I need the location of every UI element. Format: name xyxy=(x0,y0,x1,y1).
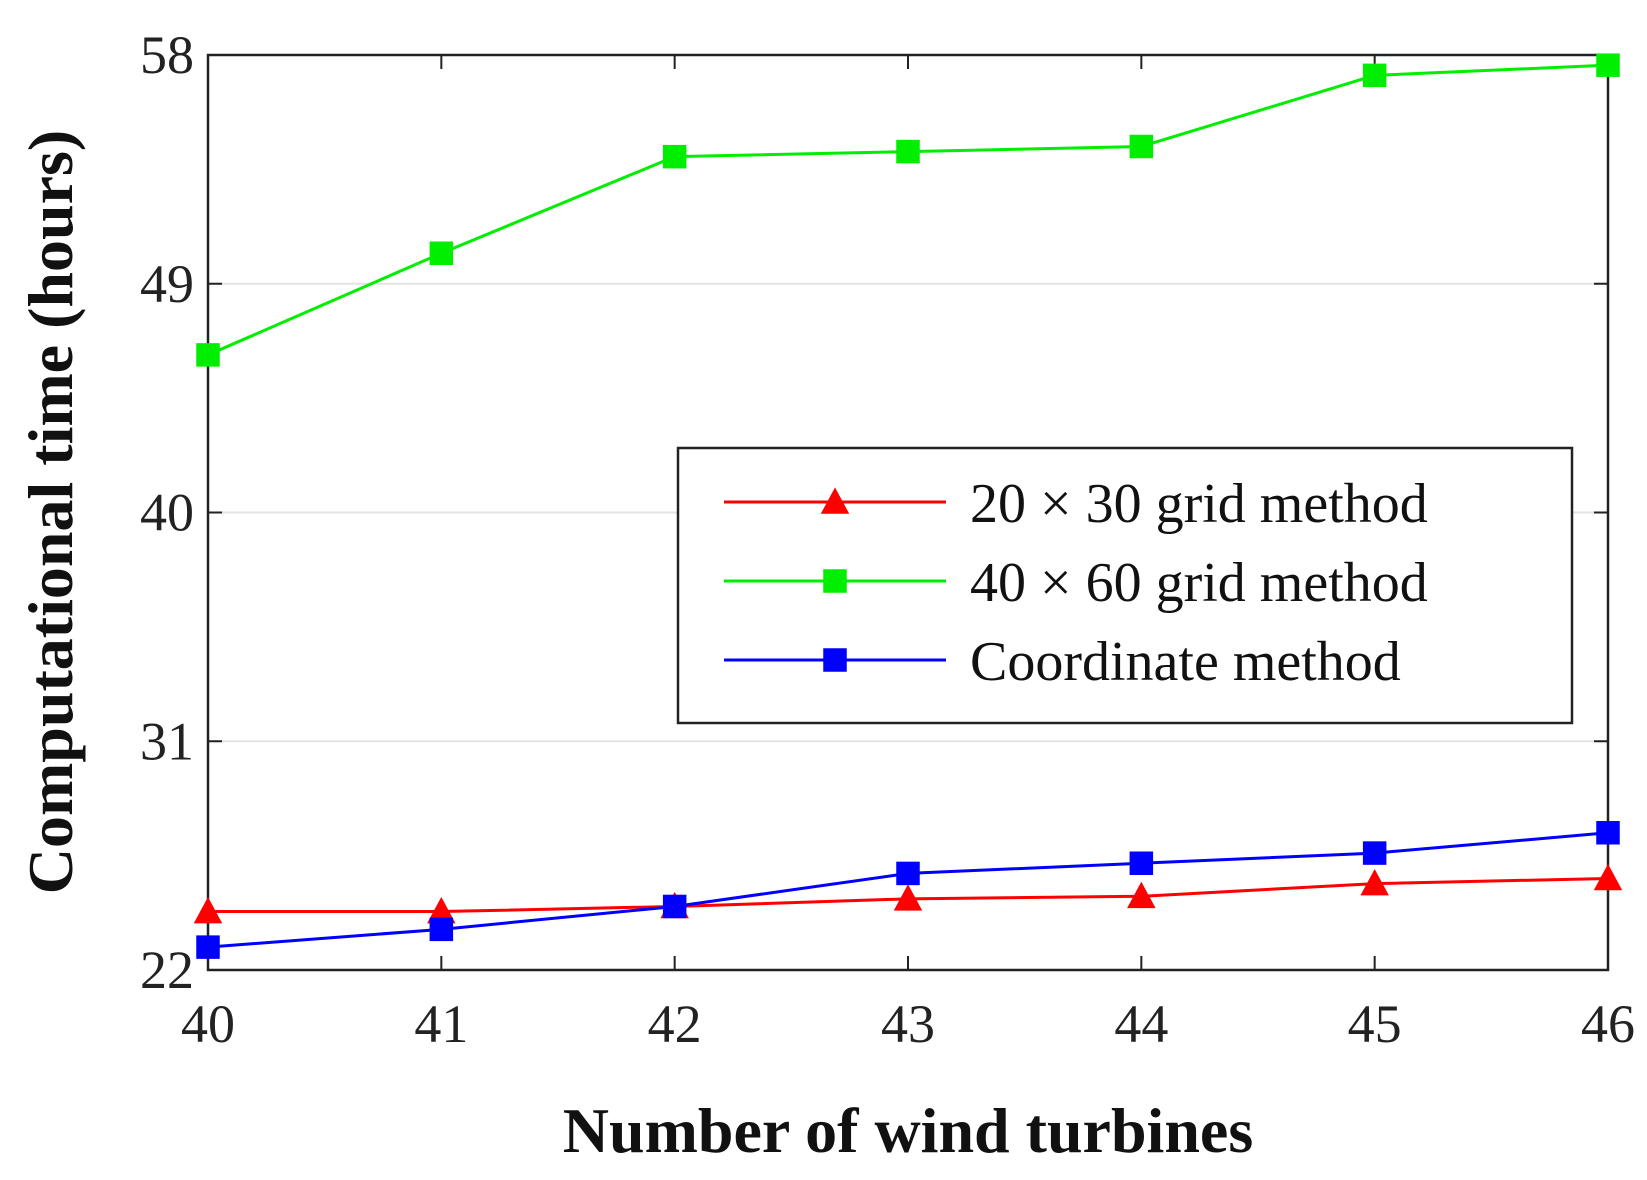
data-point-marker xyxy=(1360,869,1389,896)
y-tick-label: 22 xyxy=(140,940,194,1000)
data-point-marker xyxy=(429,917,454,942)
data-point-marker xyxy=(196,935,220,959)
axis-ticks: 22 31 40 49 58 40 41 42 43 44 45 46 xyxy=(140,25,1635,1054)
legend-entry: Coordinate method xyxy=(724,631,1401,693)
data-point-marker xyxy=(193,896,223,924)
data-point-marker xyxy=(896,861,920,886)
data-point-marker xyxy=(893,884,923,911)
data-point-marker xyxy=(1127,881,1156,909)
series-2 xyxy=(196,53,1620,367)
x-tick-label: 40 xyxy=(181,994,235,1054)
series-3 xyxy=(196,821,1620,959)
data-point-marker xyxy=(1593,863,1623,891)
data-point-marker xyxy=(1362,63,1387,88)
data-point-marker xyxy=(196,343,220,367)
series-line xyxy=(207,63,1609,357)
legend-entry: 40 × 60 grid method xyxy=(724,552,1428,614)
y-tick-label: 40 xyxy=(140,483,194,543)
x-tick-label: 42 xyxy=(648,994,702,1054)
x-tick-label: 44 xyxy=(1114,994,1168,1054)
data-point-marker xyxy=(1362,841,1387,865)
y-axis-title: Computational time (hours) xyxy=(15,130,86,894)
legend-entry: 20 × 30 grid method xyxy=(724,473,1428,535)
y-tick-label: 31 xyxy=(140,711,194,771)
y-tick-label: 49 xyxy=(140,254,194,314)
legend-label: 40 × 60 grid method xyxy=(970,552,1428,614)
data-point-marker xyxy=(896,139,920,164)
x-tick-label: 45 xyxy=(1348,994,1402,1054)
x-tick-label: 41 xyxy=(414,994,468,1054)
series-layer xyxy=(193,53,1623,959)
legend-marker xyxy=(823,569,847,593)
data-point-marker xyxy=(1129,851,1154,875)
legend: 20 × 30 grid method 40 × 60 grid method Co… xyxy=(676,446,1574,725)
data-point-marker xyxy=(1129,134,1154,159)
x-tick-label: 46 xyxy=(1581,994,1635,1054)
x-tick-label: 43 xyxy=(881,994,935,1054)
data-point-marker xyxy=(662,144,687,169)
y-tick-label: 58 xyxy=(140,25,194,85)
data-point-marker xyxy=(1596,53,1620,77)
legend-label: 20 × 30 grid method xyxy=(970,473,1428,535)
data-point-marker xyxy=(1596,821,1620,845)
legend-marker xyxy=(820,487,850,514)
legend-label: Coordinate method xyxy=(970,631,1401,693)
data-point-marker xyxy=(429,241,454,265)
data-point-marker xyxy=(662,894,687,919)
x-axis-title: Number of wind turbines xyxy=(563,1095,1253,1166)
legend-marker xyxy=(823,648,847,672)
